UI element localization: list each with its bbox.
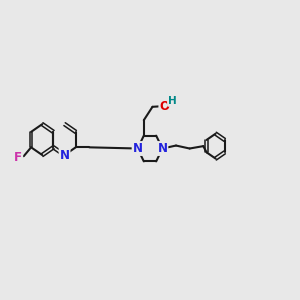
Text: O: O [159, 100, 170, 113]
Text: N: N [158, 142, 167, 155]
Text: N: N [60, 148, 70, 162]
Text: F: F [14, 151, 22, 164]
Text: H: H [168, 96, 177, 106]
Text: N: N [133, 142, 142, 155]
